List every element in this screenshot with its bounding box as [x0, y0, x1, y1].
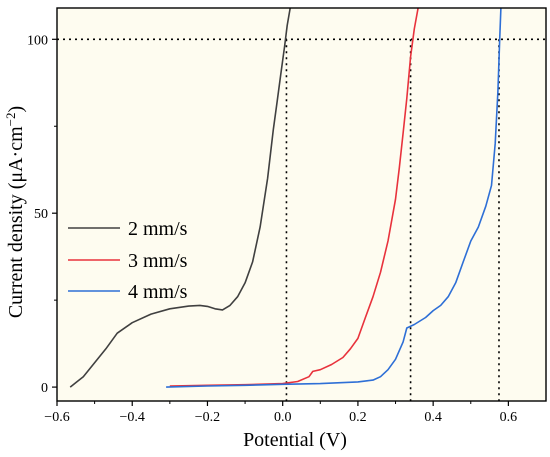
y-tick-label-2: 100 — [27, 33, 48, 48]
series-line-0 — [69, 8, 291, 388]
x-tick-label-2: −0.2 — [195, 410, 220, 425]
y-tick-label-0: 0 — [41, 381, 48, 396]
legend: 2 mm/s 3 mm/s 4 mm/s — [68, 218, 188, 303]
y-axis-title-exponent: −2 — [3, 113, 18, 127]
plot-area — [57, 8, 546, 401]
series-line-2 — [166, 8, 502, 388]
series-line-1 — [169, 8, 419, 387]
reference-lines — [57, 38, 546, 401]
y-axis: 0 50 100 — [27, 33, 57, 396]
x-axis: −0.6 −0.4 −0.2 0.0 0.2 0.4 0.6 — [44, 401, 517, 425]
plot-frame — [56, 7, 547, 402]
legend-label-4mm: 4 mm/s — [128, 281, 188, 303]
x-tick-label-0: −0.6 — [44, 410, 69, 425]
x-axis-title: Potential (V) — [243, 429, 347, 451]
y-axis-title-main: Current density (μA·cm — [5, 126, 27, 318]
x-tick-label-1: −0.4 — [120, 410, 145, 425]
legend-label-3mm: 3 mm/s — [128, 250, 188, 272]
series-layer — [69, 8, 502, 388]
x-tick-label-3: 0.0 — [274, 410, 292, 425]
x-tick-label-4: 0.2 — [349, 410, 367, 425]
x-tick-label-5: 0.4 — [424, 410, 442, 425]
y-axis-title-close: ) — [5, 106, 27, 113]
y-axis-title: Current density (μA·cm−2) — [3, 106, 28, 318]
legend-label-2mm: 2 mm/s — [128, 218, 188, 240]
y-tick-label-1: 50 — [34, 207, 48, 222]
x-tick-label-6: 0.6 — [500, 410, 518, 425]
